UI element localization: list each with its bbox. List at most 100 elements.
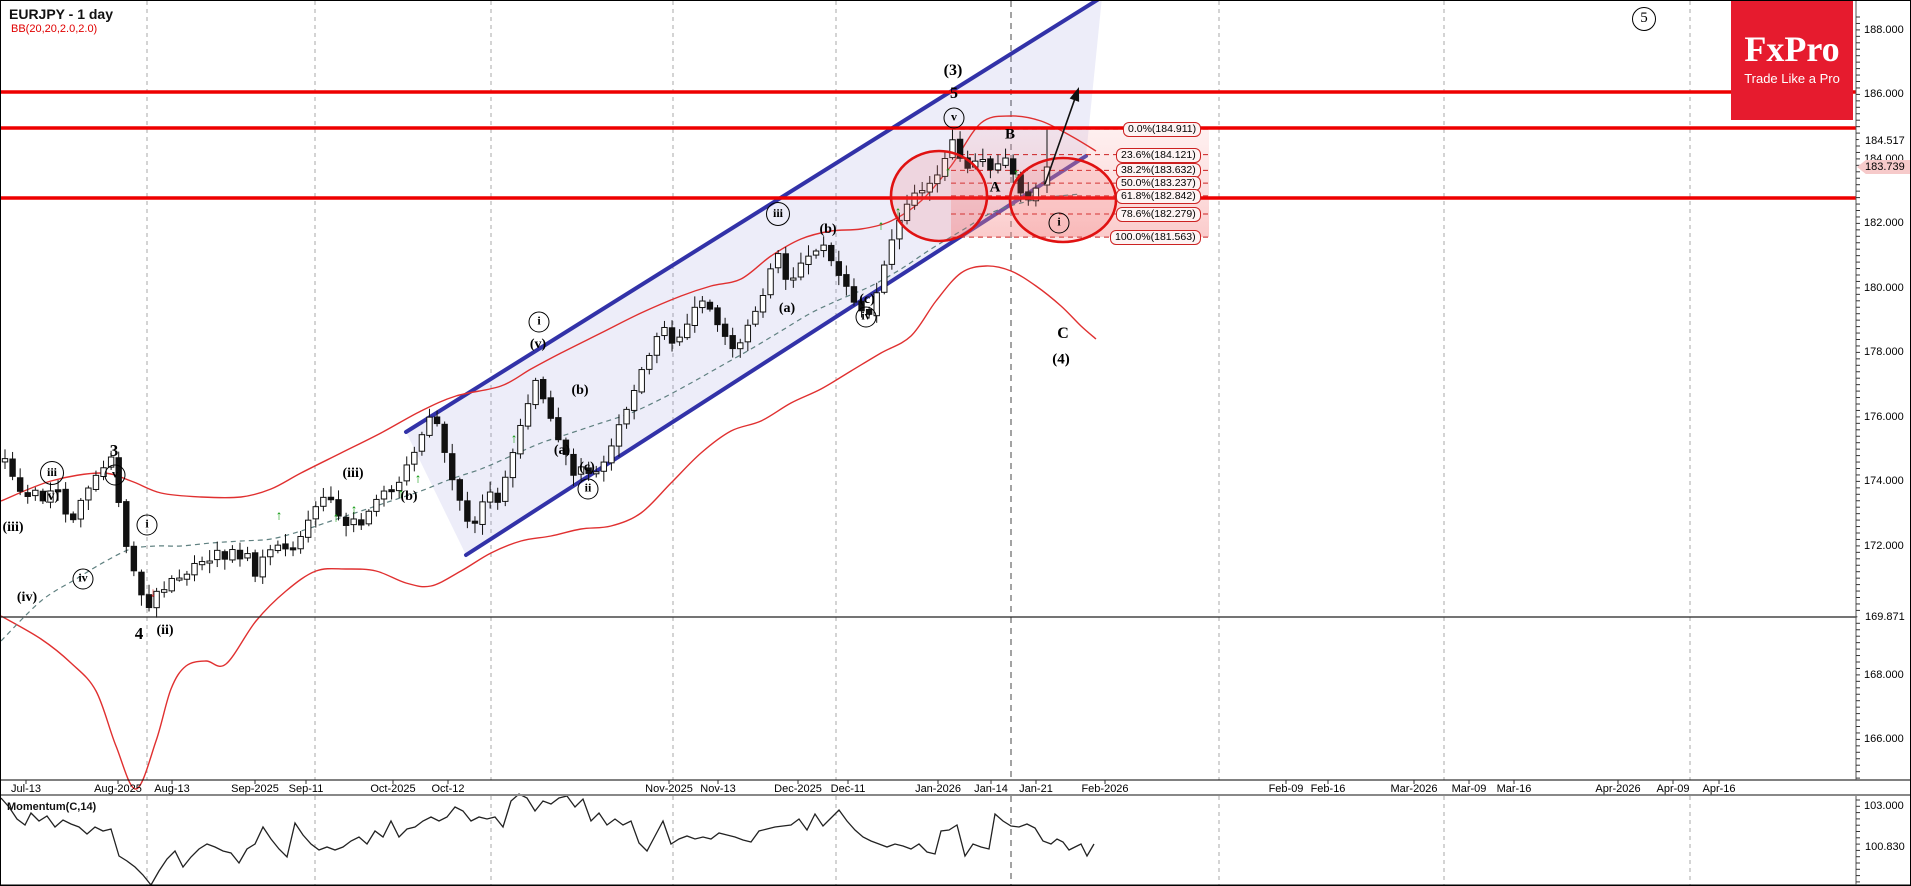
price-axis-label[interactable]: 182.000: [1864, 217, 1904, 229]
time-axis-label[interactable]: Apr-2026: [1595, 783, 1641, 795]
candle-body: [706, 301, 714, 310]
time-axis-label[interactable]: Nov-2025: [645, 783, 693, 795]
candle-body: [365, 510, 373, 525]
time-axis-label[interactable]: Sep-11: [288, 783, 324, 795]
wave-label: (b): [400, 489, 418, 504]
price-axis-label[interactable]: 168.000: [1864, 669, 1904, 681]
candle-body: [949, 139, 956, 159]
candle-body: [646, 355, 653, 370]
candle-body: [714, 307, 721, 326]
candle-body: [729, 335, 736, 350]
candle-body: [92, 474, 100, 490]
wave-label: (a): [778, 301, 796, 316]
time-axis-label[interactable]: Apr-09: [1656, 783, 1690, 795]
time-axis-label[interactable]: Dec-11: [830, 783, 866, 795]
time-axis-label[interactable]: Mar-16: [1496, 783, 1532, 795]
time-axis-label[interactable]: Jan-14: [974, 783, 1008, 795]
price-axis-label[interactable]: 188.000: [1864, 24, 1904, 36]
candle-body: [805, 255, 812, 265]
time-axis-label[interactable]: Oct-12: [431, 783, 465, 795]
candle-body: [918, 190, 926, 194]
time-axis-label[interactable]: Aug-13: [154, 783, 190, 795]
fib-level-tag[interactable]: 0.0%(184.911): [1123, 122, 1202, 138]
candle-body: [676, 336, 683, 343]
candle-body: [183, 573, 191, 580]
time-axis-label[interactable]: Jul-13: [11, 783, 41, 795]
price-axis-label[interactable]: 166.000: [1864, 733, 1904, 745]
candle-body: [767, 268, 774, 296]
time-axis-label[interactable]: Sep-2025: [231, 783, 279, 795]
candle-body: [320, 496, 327, 507]
fib-level-tag[interactable]: 100.0%(181.563): [1110, 230, 1201, 246]
candle-body: [479, 501, 486, 525]
wave-label: i: [1048, 212, 1070, 234]
candle-body: [464, 500, 471, 522]
buy-signal-icon: ↑: [1012, 165, 1020, 181]
fib-level-tag[interactable]: 61.8%(182.842): [1116, 188, 1201, 204]
wave-label: (a): [553, 443, 571, 458]
projection-arrow-line: [1044, 96, 1077, 185]
candle-body: [267, 549, 274, 558]
fib-level-tag[interactable]: 78.6%(182.279): [1116, 207, 1201, 222]
time-axis-label[interactable]: Jan-21: [1019, 783, 1053, 795]
buy-signal-icon: ↑: [332, 509, 340, 525]
time-axis-label[interactable]: Jan-2026: [915, 783, 961, 795]
wave-label: (b): [819, 222, 837, 237]
candle-body: [1025, 191, 1032, 201]
momentum-axis-label[interactable]: 103.000: [1864, 800, 1904, 812]
candle-body: [312, 506, 319, 520]
price-axis-label[interactable]: 176.000: [1864, 411, 1904, 423]
candle-body: [926, 182, 933, 193]
price-axis-label[interactable]: 180.000: [1864, 282, 1904, 294]
bb-upper-band: [1, 115, 1097, 502]
wave-label: (c): [859, 292, 875, 307]
price-axis-label[interactable]: 186.000: [1864, 88, 1904, 100]
candle-body: [411, 451, 418, 465]
candle-body: [9, 458, 16, 477]
price-axis-label[interactable]: 178.000: [1864, 346, 1904, 358]
buy-signal-icon: ↑: [350, 501, 358, 517]
time-axis-label[interactable]: Dec-2025: [774, 783, 822, 795]
fxpro-tagline: Trade Like a Pro: [1744, 71, 1840, 86]
candle-body: [638, 369, 645, 393]
bollinger-indicator-label: BB(20,20,2.0,2.0): [11, 23, 98, 35]
candle-body: [1009, 158, 1017, 175]
wave-label: C: [1057, 325, 1069, 342]
candle-body: [282, 543, 289, 550]
candle-body: [828, 244, 835, 262]
price-tag: 184.517: [1857, 134, 1910, 148]
candle-body: [994, 163, 1002, 171]
candle-body: [395, 481, 403, 492]
time-axis-label[interactable]: Aug-2025: [94, 783, 142, 795]
candle-body: [532, 379, 539, 406]
candle-body: [661, 326, 668, 337]
candle-body: [335, 499, 342, 517]
time-axis-label[interactable]: Apr-16: [1702, 783, 1736, 795]
candle-body: [987, 158, 994, 171]
price-axis-label[interactable]: 172.000: [1864, 540, 1904, 552]
time-axis-label[interactable]: Oct-2025: [370, 783, 416, 795]
fib-level-tag[interactable]: 38.2%(183.632): [1116, 163, 1201, 179]
buy-signal-icon: ↑: [275, 507, 283, 523]
time-axis-label[interactable]: Mar-09: [1451, 783, 1487, 795]
candle-body: [236, 549, 244, 560]
price-axis-label[interactable]: 174.000: [1864, 475, 1904, 487]
time-axis-label[interactable]: Nov-13: [700, 783, 736, 795]
wave-label: iii: [40, 461, 64, 485]
candle-body: [191, 562, 198, 576]
time-axis-label[interactable]: Feb-2026: [1081, 783, 1129, 795]
pane-separator: [1, 794, 1910, 796]
candle-body: [380, 490, 388, 500]
wave-label: (3): [943, 62, 963, 79]
wave-label: (iii): [2, 520, 24, 535]
candle-body: [373, 498, 380, 512]
candle-body: [653, 336, 661, 356]
time-axis-label[interactable]: Feb-09: [1268, 783, 1304, 795]
fib-level-tag[interactable]: 23.6%(184.121): [1116, 147, 1201, 163]
time-axis-label[interactable]: Mar-2026: [1390, 783, 1438, 795]
time-axis-label[interactable]: Feb-16: [1310, 783, 1346, 795]
candle-body: [843, 274, 850, 287]
channel-upper-line: [404, 1, 1100, 434]
